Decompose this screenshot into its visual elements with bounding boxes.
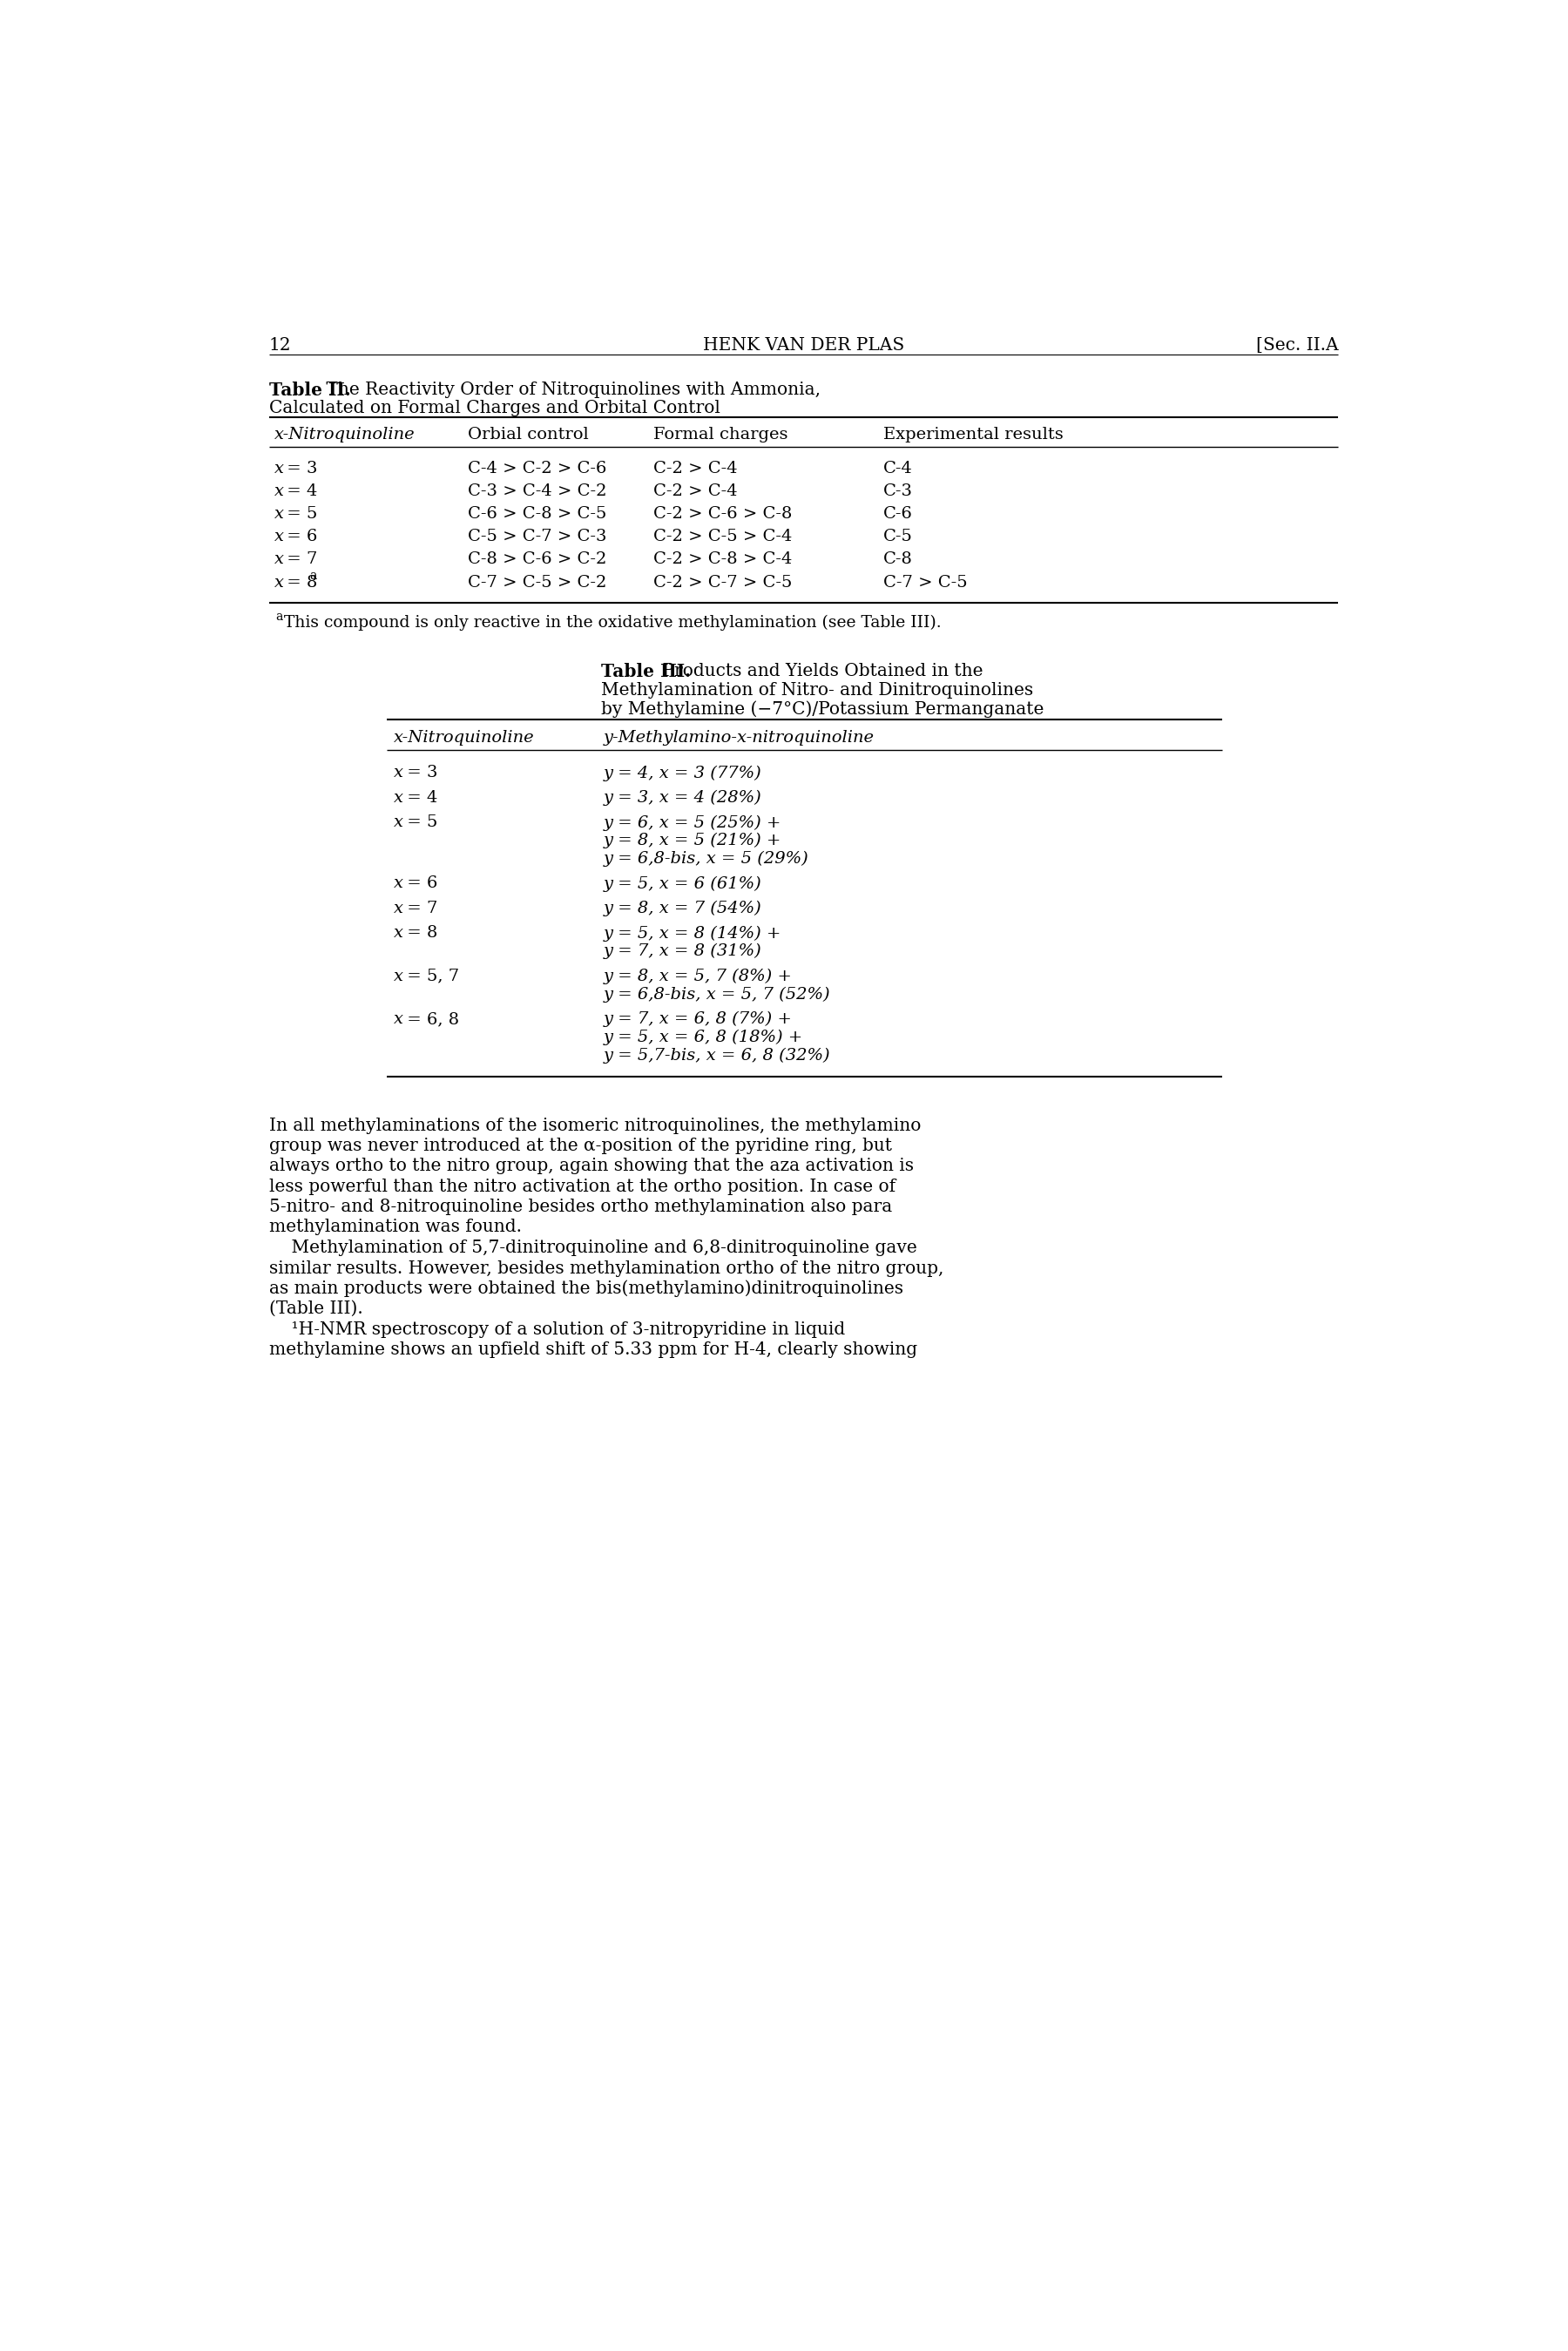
Text: = 5: = 5 xyxy=(282,505,318,522)
Text: x-Nitroquinoline: x-Nitroquinoline xyxy=(394,731,535,745)
Text: C-5: C-5 xyxy=(883,529,913,545)
Text: by Methylamine (−7°C)/Potassium Permanganate: by Methylamine (−7°C)/Potassium Permanga… xyxy=(601,701,1044,717)
Text: x: x xyxy=(274,552,284,567)
Text: = 6: = 6 xyxy=(401,875,437,891)
Text: x: x xyxy=(274,574,284,590)
Text: C-2 > C-7 > C-5: C-2 > C-7 > C-5 xyxy=(654,574,792,590)
Text: 5-nitro- and 8-nitroquinoline besides ortho methylamination also para: 5-nitro- and 8-nitroquinoline besides or… xyxy=(270,1199,892,1215)
Text: = 8: = 8 xyxy=(401,926,437,940)
Text: = 6, 8: = 6, 8 xyxy=(401,1011,459,1027)
Text: similar results. However, besides methylamination ortho of the nitro group,: similar results. However, besides methyl… xyxy=(270,1260,944,1277)
Text: = 3: = 3 xyxy=(401,764,437,781)
Text: x-Nitroquinoline: x-Nitroquinoline xyxy=(274,428,416,442)
Text: methylamine shows an upfield shift of 5.33 ppm for H-4, clearly showing: methylamine shows an upfield shift of 5.… xyxy=(270,1342,917,1359)
Text: (Table III).: (Table III). xyxy=(270,1300,362,1317)
Text: C-6 > C-8 > C-5: C-6 > C-8 > C-5 xyxy=(469,505,607,522)
Text: 12: 12 xyxy=(270,336,292,353)
Text: Products and Yields Obtained in the: Products and Yields Obtained in the xyxy=(657,663,983,679)
Text: C-3 > C-4 > C-2: C-3 > C-4 > C-2 xyxy=(469,484,607,498)
Text: Table II.: Table II. xyxy=(270,381,351,400)
Text: C-2 > C-5 > C-4: C-2 > C-5 > C-4 xyxy=(654,529,792,545)
Text: Table III.: Table III. xyxy=(601,663,691,679)
Text: = 5, 7: = 5, 7 xyxy=(401,969,459,985)
Text: y = 4, x = 3 (77%): y = 4, x = 3 (77%) xyxy=(604,764,762,781)
Text: HENK VAN DER PLAS: HENK VAN DER PLAS xyxy=(702,336,905,353)
Text: C-7 > C-5 > C-2: C-7 > C-5 > C-2 xyxy=(469,574,607,590)
Text: C-8: C-8 xyxy=(883,552,913,567)
Text: less powerful than the nitro activation at the ortho position. In case of: less powerful than the nitro activation … xyxy=(270,1178,895,1194)
Text: C-2 > C-4: C-2 > C-4 xyxy=(654,461,739,477)
Text: y = 7, x = 8 (31%): y = 7, x = 8 (31%) xyxy=(604,943,762,959)
Text: y = 3, x = 4 (28%): y = 3, x = 4 (28%) xyxy=(604,790,762,806)
Text: = 4: = 4 xyxy=(401,790,437,806)
Text: Calculated on Formal Charges and Orbital Control: Calculated on Formal Charges and Orbital… xyxy=(270,400,720,416)
Text: group was never introduced at the α-position of the pyridine ring, but: group was never introduced at the α-posi… xyxy=(270,1138,892,1154)
Text: Methylamination of 5,7-dinitroquinoline and 6,8-dinitroquinoline gave: Methylamination of 5,7-dinitroquinoline … xyxy=(270,1239,917,1255)
Text: = 7: = 7 xyxy=(282,552,318,567)
Text: y = 5,7-bis, x = 6, 8 (32%): y = 5,7-bis, x = 6, 8 (32%) xyxy=(604,1049,829,1063)
Text: x: x xyxy=(394,764,403,781)
Text: x: x xyxy=(274,484,284,498)
Text: In all methylaminations of the isomeric nitroquinolines, the methylamino: In all methylaminations of the isomeric … xyxy=(270,1117,920,1136)
Text: y = 5, x = 6, 8 (18%) +: y = 5, x = 6, 8 (18%) + xyxy=(604,1030,803,1046)
Text: C-5 > C-7 > C-3: C-5 > C-7 > C-3 xyxy=(469,529,607,545)
Text: y = 6, x = 5 (25%) +: y = 6, x = 5 (25%) + xyxy=(604,816,781,830)
Text: C-2 > C-8 > C-4: C-2 > C-8 > C-4 xyxy=(654,552,792,567)
Text: y = 8, x = 5 (21%) +: y = 8, x = 5 (21%) + xyxy=(604,832,781,849)
Text: y = 7, x = 6, 8 (7%) +: y = 7, x = 6, 8 (7%) + xyxy=(604,1011,792,1027)
Text: always ortho to the nitro group, again showing that the aza activation is: always ortho to the nitro group, again s… xyxy=(270,1159,914,1176)
Text: y = 5, x = 6 (61%): y = 5, x = 6 (61%) xyxy=(604,875,762,891)
Text: y = 8, x = 5, 7 (8%) +: y = 8, x = 5, 7 (8%) + xyxy=(604,969,792,985)
Text: x: x xyxy=(394,900,403,917)
Text: C-7 > C-5: C-7 > C-5 xyxy=(883,574,967,590)
Text: x: x xyxy=(394,816,403,830)
Text: C-2 > C-6 > C-8: C-2 > C-6 > C-8 xyxy=(654,505,792,522)
Text: C-8 > C-6 > C-2: C-8 > C-6 > C-2 xyxy=(469,552,607,567)
Text: C-4: C-4 xyxy=(883,461,913,477)
Text: y = 6,8-bis, x = 5 (29%): y = 6,8-bis, x = 5 (29%) xyxy=(604,851,809,868)
Text: x: x xyxy=(274,505,284,522)
Text: y = 5, x = 8 (14%) +: y = 5, x = 8 (14%) + xyxy=(604,926,781,940)
Text: x: x xyxy=(394,790,403,806)
Text: C-2 > C-4: C-2 > C-4 xyxy=(654,484,739,498)
Text: y = 8, x = 7 (54%): y = 8, x = 7 (54%) xyxy=(604,900,762,917)
Text: x: x xyxy=(394,926,403,940)
Text: x: x xyxy=(394,1011,403,1027)
Text: y-Methylamino-x-nitroquinoline: y-Methylamino-x-nitroquinoline xyxy=(604,731,873,745)
Text: = 6: = 6 xyxy=(282,529,318,545)
Text: a: a xyxy=(309,569,317,583)
Text: C-3: C-3 xyxy=(883,484,913,498)
Text: ¹H-NMR spectroscopy of a solution of 3-nitropyridine in liquid: ¹H-NMR spectroscopy of a solution of 3-n… xyxy=(270,1321,845,1338)
Text: The Reactivity Order of Nitroquinolines with Ammonia,: The Reactivity Order of Nitroquinolines … xyxy=(320,381,820,397)
Text: Methylamination of Nitro- and Dinitroquinolines: Methylamination of Nitro- and Dinitroqui… xyxy=(601,682,1033,698)
Text: C-6: C-6 xyxy=(883,505,913,522)
Text: Experimental results: Experimental results xyxy=(883,428,1063,442)
Text: = 5: = 5 xyxy=(401,816,437,830)
Text: as main products were obtained the bis(methylamino)dinitroquinolines: as main products were obtained the bis(m… xyxy=(270,1281,903,1298)
Text: x: x xyxy=(274,529,284,545)
Text: x: x xyxy=(394,875,403,891)
Text: x: x xyxy=(274,461,284,477)
Text: = 3: = 3 xyxy=(282,461,318,477)
Text: [Sec. II.A: [Sec. II.A xyxy=(1256,336,1338,353)
Text: x: x xyxy=(394,969,403,985)
Text: C-4 > C-2 > C-6: C-4 > C-2 > C-6 xyxy=(469,461,607,477)
Text: y = 6,8-bis, x = 5, 7 (52%): y = 6,8-bis, x = 5, 7 (52%) xyxy=(604,987,829,1002)
Text: = 7: = 7 xyxy=(401,900,437,917)
Text: a: a xyxy=(276,611,282,623)
Text: Orbial control: Orbial control xyxy=(469,428,590,442)
Text: = 4: = 4 xyxy=(282,484,318,498)
Text: Formal charges: Formal charges xyxy=(654,428,789,442)
Text: This compound is only reactive in the oxidative methylamination (see Table III).: This compound is only reactive in the ox… xyxy=(284,616,941,630)
Text: methylamination was found.: methylamination was found. xyxy=(270,1218,522,1234)
Text: = 8: = 8 xyxy=(282,574,318,590)
